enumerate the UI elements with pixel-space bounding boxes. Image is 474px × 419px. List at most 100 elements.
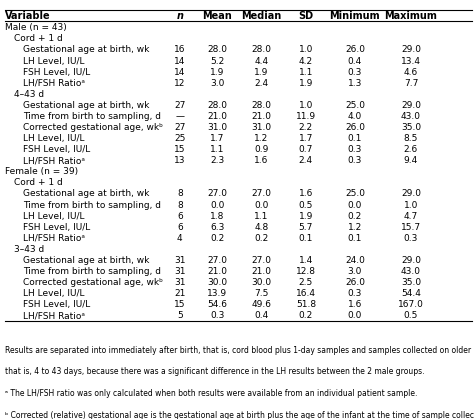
Text: 0.4: 0.4 bbox=[348, 57, 362, 65]
Text: FSH Level, IU/L: FSH Level, IU/L bbox=[23, 67, 91, 77]
Text: 9.4: 9.4 bbox=[404, 156, 418, 165]
Text: LH Level, IU/L: LH Level, IU/L bbox=[23, 289, 85, 298]
Text: 35.0: 35.0 bbox=[401, 123, 421, 132]
Text: 5.7: 5.7 bbox=[299, 223, 313, 232]
Text: 0.7: 0.7 bbox=[299, 145, 313, 154]
Text: 21: 21 bbox=[174, 289, 185, 298]
Text: 27.0: 27.0 bbox=[252, 256, 272, 265]
Text: 4.4: 4.4 bbox=[255, 57, 269, 65]
Text: 4: 4 bbox=[177, 234, 182, 243]
Text: FSH Level, IU/L: FSH Level, IU/L bbox=[23, 223, 91, 232]
Text: 4.2: 4.2 bbox=[299, 57, 313, 65]
Text: 12: 12 bbox=[174, 79, 185, 88]
Text: 7.7: 7.7 bbox=[404, 79, 418, 88]
Text: 2.4: 2.4 bbox=[255, 79, 269, 88]
Text: 43.0: 43.0 bbox=[401, 267, 421, 276]
Text: ᵃ The LH/FSH ratio was only calculated when both results were available from an : ᵃ The LH/FSH ratio was only calculated w… bbox=[5, 389, 417, 398]
Text: 0.3: 0.3 bbox=[348, 156, 362, 165]
Text: 21.0: 21.0 bbox=[207, 267, 227, 276]
Text: 6.3: 6.3 bbox=[210, 223, 224, 232]
Text: 8: 8 bbox=[177, 201, 182, 210]
Text: 2.5: 2.5 bbox=[299, 278, 313, 287]
Text: Gestational age at birth, wk: Gestational age at birth, wk bbox=[23, 101, 150, 110]
Text: 1.0: 1.0 bbox=[404, 201, 418, 210]
Text: 25.0: 25.0 bbox=[345, 189, 365, 199]
Text: Median: Median bbox=[241, 11, 282, 21]
Text: 4.0: 4.0 bbox=[348, 112, 362, 121]
Text: 0.2: 0.2 bbox=[348, 212, 362, 221]
Text: Maximum: Maximum bbox=[384, 11, 438, 21]
Text: LH/FSH Ratioᵃ: LH/FSH Ratioᵃ bbox=[23, 311, 85, 321]
Text: Female (n = 39): Female (n = 39) bbox=[5, 167, 78, 176]
Text: 1.1: 1.1 bbox=[255, 212, 269, 221]
Text: ᵇ Corrected (relative) gestational age is the gestational age at birth plus the : ᵇ Corrected (relative) gestational age i… bbox=[5, 411, 474, 419]
Text: 8: 8 bbox=[177, 189, 182, 199]
Text: 2.4: 2.4 bbox=[299, 156, 313, 165]
Text: Variable: Variable bbox=[5, 11, 50, 21]
Text: 1.4: 1.4 bbox=[299, 256, 313, 265]
Text: 1.2: 1.2 bbox=[255, 134, 269, 143]
Text: Cord + 1 d: Cord + 1 d bbox=[14, 34, 63, 43]
Text: 27: 27 bbox=[174, 101, 185, 110]
Text: 0.2: 0.2 bbox=[210, 234, 224, 243]
Text: 1.6: 1.6 bbox=[255, 156, 269, 165]
Text: 14: 14 bbox=[174, 67, 185, 77]
Text: LH/FSH Ratioᵃ: LH/FSH Ratioᵃ bbox=[23, 156, 85, 165]
Text: 0.5: 0.5 bbox=[404, 311, 418, 321]
Text: 54.6: 54.6 bbox=[207, 300, 227, 309]
Text: Cord + 1 d: Cord + 1 d bbox=[14, 178, 63, 187]
Text: 0.3: 0.3 bbox=[348, 67, 362, 77]
Text: 26.0: 26.0 bbox=[345, 45, 365, 54]
Text: 0.3: 0.3 bbox=[210, 311, 224, 321]
Text: 15.7: 15.7 bbox=[401, 223, 421, 232]
Text: 3–43 d: 3–43 d bbox=[14, 245, 45, 254]
Text: 6: 6 bbox=[177, 212, 182, 221]
Text: 1.9: 1.9 bbox=[299, 79, 313, 88]
Text: Mean: Mean bbox=[202, 11, 232, 21]
Text: 13.9: 13.9 bbox=[207, 289, 227, 298]
Text: 29.0: 29.0 bbox=[401, 45, 421, 54]
Text: 1.7: 1.7 bbox=[299, 134, 313, 143]
Text: 0.2: 0.2 bbox=[299, 311, 313, 321]
Text: 167.0: 167.0 bbox=[398, 300, 424, 309]
Text: LH/FSH Ratioᵃ: LH/FSH Ratioᵃ bbox=[23, 79, 85, 88]
Text: LH Level, IU/L: LH Level, IU/L bbox=[23, 212, 85, 221]
Text: LH/FSH Ratioᵃ: LH/FSH Ratioᵃ bbox=[23, 234, 85, 243]
Text: 4–43 d: 4–43 d bbox=[14, 90, 44, 99]
Text: 29.0: 29.0 bbox=[401, 256, 421, 265]
Text: 54.4: 54.4 bbox=[401, 289, 421, 298]
Text: 1.1: 1.1 bbox=[299, 67, 313, 77]
Text: 31: 31 bbox=[174, 267, 186, 276]
Text: 43.0: 43.0 bbox=[401, 112, 421, 121]
Text: 1.6: 1.6 bbox=[348, 300, 362, 309]
Text: 0.4: 0.4 bbox=[255, 311, 269, 321]
Text: LH Level, IU/L: LH Level, IU/L bbox=[23, 57, 85, 65]
Text: Gestational age at birth, wk: Gestational age at birth, wk bbox=[23, 45, 150, 54]
Text: Time from birth to sampling, d: Time from birth to sampling, d bbox=[23, 267, 162, 276]
Text: n: n bbox=[176, 11, 183, 21]
Text: 13.4: 13.4 bbox=[401, 57, 421, 65]
Text: 15: 15 bbox=[174, 145, 186, 154]
Text: FSH Level, IU/L: FSH Level, IU/L bbox=[23, 300, 91, 309]
Text: 0.0: 0.0 bbox=[210, 201, 224, 210]
Text: 1.9: 1.9 bbox=[299, 212, 313, 221]
Text: 14: 14 bbox=[174, 57, 185, 65]
Text: 3.0: 3.0 bbox=[210, 79, 224, 88]
Text: 7.5: 7.5 bbox=[255, 289, 269, 298]
Text: 5.2: 5.2 bbox=[210, 57, 224, 65]
Text: FSH Level, IU/L: FSH Level, IU/L bbox=[23, 145, 91, 154]
Text: 0.0: 0.0 bbox=[348, 311, 362, 321]
Text: 4.6: 4.6 bbox=[404, 67, 418, 77]
Text: 28.0: 28.0 bbox=[207, 45, 227, 54]
Text: 0.3: 0.3 bbox=[348, 145, 362, 154]
Text: 1.3: 1.3 bbox=[348, 79, 362, 88]
Text: SD: SD bbox=[298, 11, 313, 21]
Text: 30.0: 30.0 bbox=[252, 278, 272, 287]
Text: 1.7: 1.7 bbox=[210, 134, 224, 143]
Text: 1.0: 1.0 bbox=[299, 101, 313, 110]
Text: 0.5: 0.5 bbox=[299, 201, 313, 210]
Text: 29.0: 29.0 bbox=[401, 101, 421, 110]
Text: 51.8: 51.8 bbox=[296, 300, 316, 309]
Text: 31.0: 31.0 bbox=[252, 123, 272, 132]
Text: Male (n = 43): Male (n = 43) bbox=[5, 23, 66, 32]
